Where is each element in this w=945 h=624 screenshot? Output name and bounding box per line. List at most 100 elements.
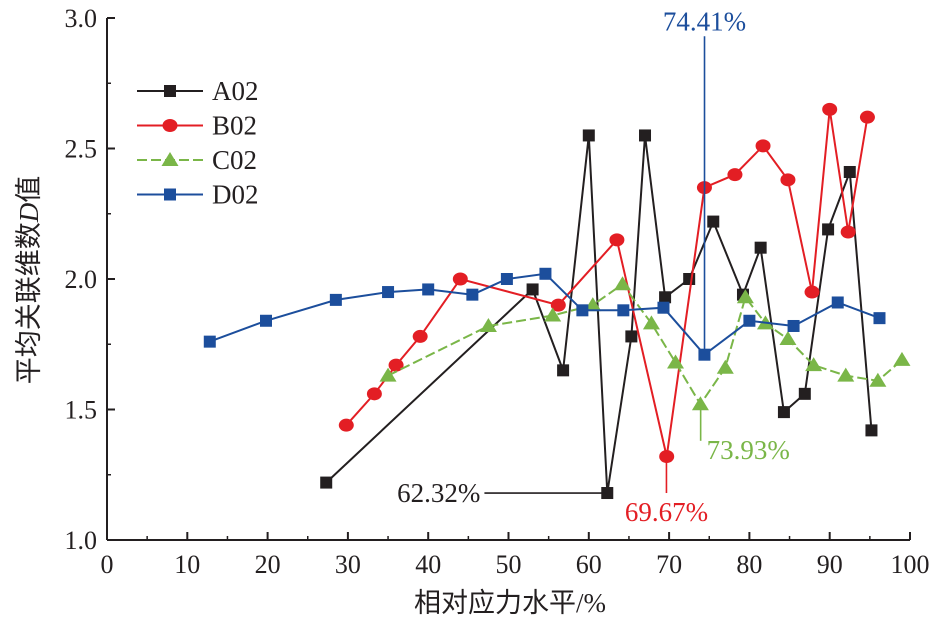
- y-tick-label: 2.0: [65, 265, 98, 294]
- data-point-a02: [865, 424, 878, 437]
- legend-swatch-marker: [164, 85, 176, 97]
- y-axis-title-italic: D: [14, 202, 44, 223]
- legend-item-c02: C02: [137, 145, 257, 175]
- data-point-c02: [736, 289, 754, 304]
- data-point-d02: [831, 296, 844, 309]
- data-point-c02: [837, 367, 855, 382]
- data-point-d02: [576, 304, 589, 317]
- y-axis-title-suffix: 值: [14, 176, 44, 203]
- y-axis-ticks: 1.0 1.5 2.0 2.5 3.0: [65, 4, 115, 555]
- annotation-label: 62.32%: [397, 478, 480, 508]
- data-point-a02: [754, 241, 767, 254]
- data-point-d02: [500, 273, 513, 285]
- x-tick-label: 80: [736, 550, 762, 579]
- data-point-a02: [777, 406, 790, 419]
- data-point-c02: [779, 331, 797, 346]
- legend-label: B02: [212, 111, 257, 141]
- data-point-c02: [584, 297, 602, 312]
- data-point-c02: [544, 307, 562, 322]
- data-point-a02: [639, 129, 652, 142]
- data-point-d02: [259, 314, 272, 327]
- data-point-d02: [617, 304, 630, 317]
- x-tick-label: 60: [576, 550, 602, 579]
- series-layer: [203, 102, 911, 500]
- x-tick-label: 100: [891, 550, 930, 579]
- legend-item-d02: D02: [137, 180, 259, 210]
- x-tick-label: 10: [174, 550, 200, 579]
- data-point-b02: [822, 102, 838, 116]
- data-point-a02: [659, 291, 672, 304]
- y-axis-title: 平均关联维数D值: [14, 176, 44, 385]
- legend-label: D02: [212, 180, 259, 210]
- data-point-c02: [869, 372, 887, 387]
- x-tick-label: 30: [335, 550, 361, 579]
- data-point-c02: [691, 396, 709, 411]
- data-point-c02: [642, 315, 660, 330]
- data-point-a02: [557, 364, 570, 377]
- data-point-b02: [780, 173, 796, 187]
- series-a02: [320, 129, 878, 500]
- data-point-d02: [657, 301, 670, 314]
- series-line-d02: [209, 272, 880, 357]
- series-b02: [338, 102, 875, 463]
- annotation-label: 69.67%: [625, 497, 708, 527]
- x-tick-label: 20: [255, 550, 281, 579]
- data-point-c02: [479, 317, 497, 332]
- data-point-b02: [452, 272, 468, 286]
- data-point-b02: [550, 298, 566, 312]
- data-point-b02: [804, 285, 820, 299]
- data-point-a02: [582, 129, 595, 142]
- series-line-b02: [345, 109, 869, 457]
- x-axis-ticks: 0 10 20 30 40 50 60 70 80 90 100: [101, 532, 930, 579]
- data-point-d02: [539, 267, 552, 280]
- legend-swatch-marker: [162, 119, 178, 132]
- data-point-b02: [859, 110, 875, 124]
- data-point-b02: [338, 418, 354, 432]
- legend-item-b02: B02: [137, 111, 257, 141]
- data-point-c02: [614, 276, 632, 291]
- data-point-c02: [716, 359, 734, 374]
- annotations: 74.41% 62.32% 69.67% 73.93%: [397, 6, 790, 527]
- data-point-a02: [707, 215, 720, 228]
- x-axis-title: 相对应力水平/%: [414, 588, 606, 618]
- data-point-d02: [382, 286, 395, 299]
- data-point-d02: [873, 312, 886, 325]
- x-tick-label: 0: [101, 550, 114, 579]
- legend-swatch-marker: [161, 152, 179, 166]
- data-point-d02: [422, 283, 435, 296]
- x-tick-label: 90: [817, 550, 843, 579]
- x-tick-label: 70: [656, 550, 682, 579]
- data-point-c02: [379, 367, 397, 382]
- series-d02: [203, 267, 886, 361]
- y-tick-label: 1.0: [65, 526, 98, 555]
- annotation-label: 74.41%: [663, 6, 746, 36]
- annotation-label: 73.93%: [707, 435, 790, 465]
- data-point-d02: [743, 314, 756, 327]
- data-point-c02: [667, 354, 685, 369]
- data-point-a02: [625, 330, 638, 343]
- y-axis-title-text: 平均关联维数: [14, 222, 44, 384]
- series-line-c02: [387, 282, 903, 407]
- data-point-a02: [320, 476, 333, 489]
- data-point-b02: [609, 233, 625, 247]
- data-point-b02: [388, 358, 404, 372]
- data-point-c02: [893, 351, 911, 366]
- data-point-c02: [805, 357, 823, 372]
- data-point-d02: [787, 319, 800, 332]
- legend-label: A02: [212, 76, 259, 106]
- legend-label: C02: [212, 145, 257, 175]
- data-point-a02: [843, 165, 856, 178]
- data-point-b02: [412, 329, 428, 343]
- data-point-b02: [727, 168, 743, 182]
- data-point-a02: [683, 273, 696, 285]
- y-tick-label: 1.5: [65, 396, 98, 425]
- data-point-a02: [822, 223, 835, 236]
- svg-text:平均关联维数D值: 平均关联维数D值: [14, 176, 44, 385]
- data-point-a02: [526, 283, 539, 296]
- legend-item-a02: A02: [137, 76, 259, 106]
- series-c02: [379, 276, 911, 411]
- x-tick-label: 40: [415, 550, 441, 579]
- data-point-a02: [798, 387, 811, 400]
- y-tick-label: 2.5: [65, 135, 98, 164]
- legend: A02 B02 C02 D02: [137, 76, 259, 210]
